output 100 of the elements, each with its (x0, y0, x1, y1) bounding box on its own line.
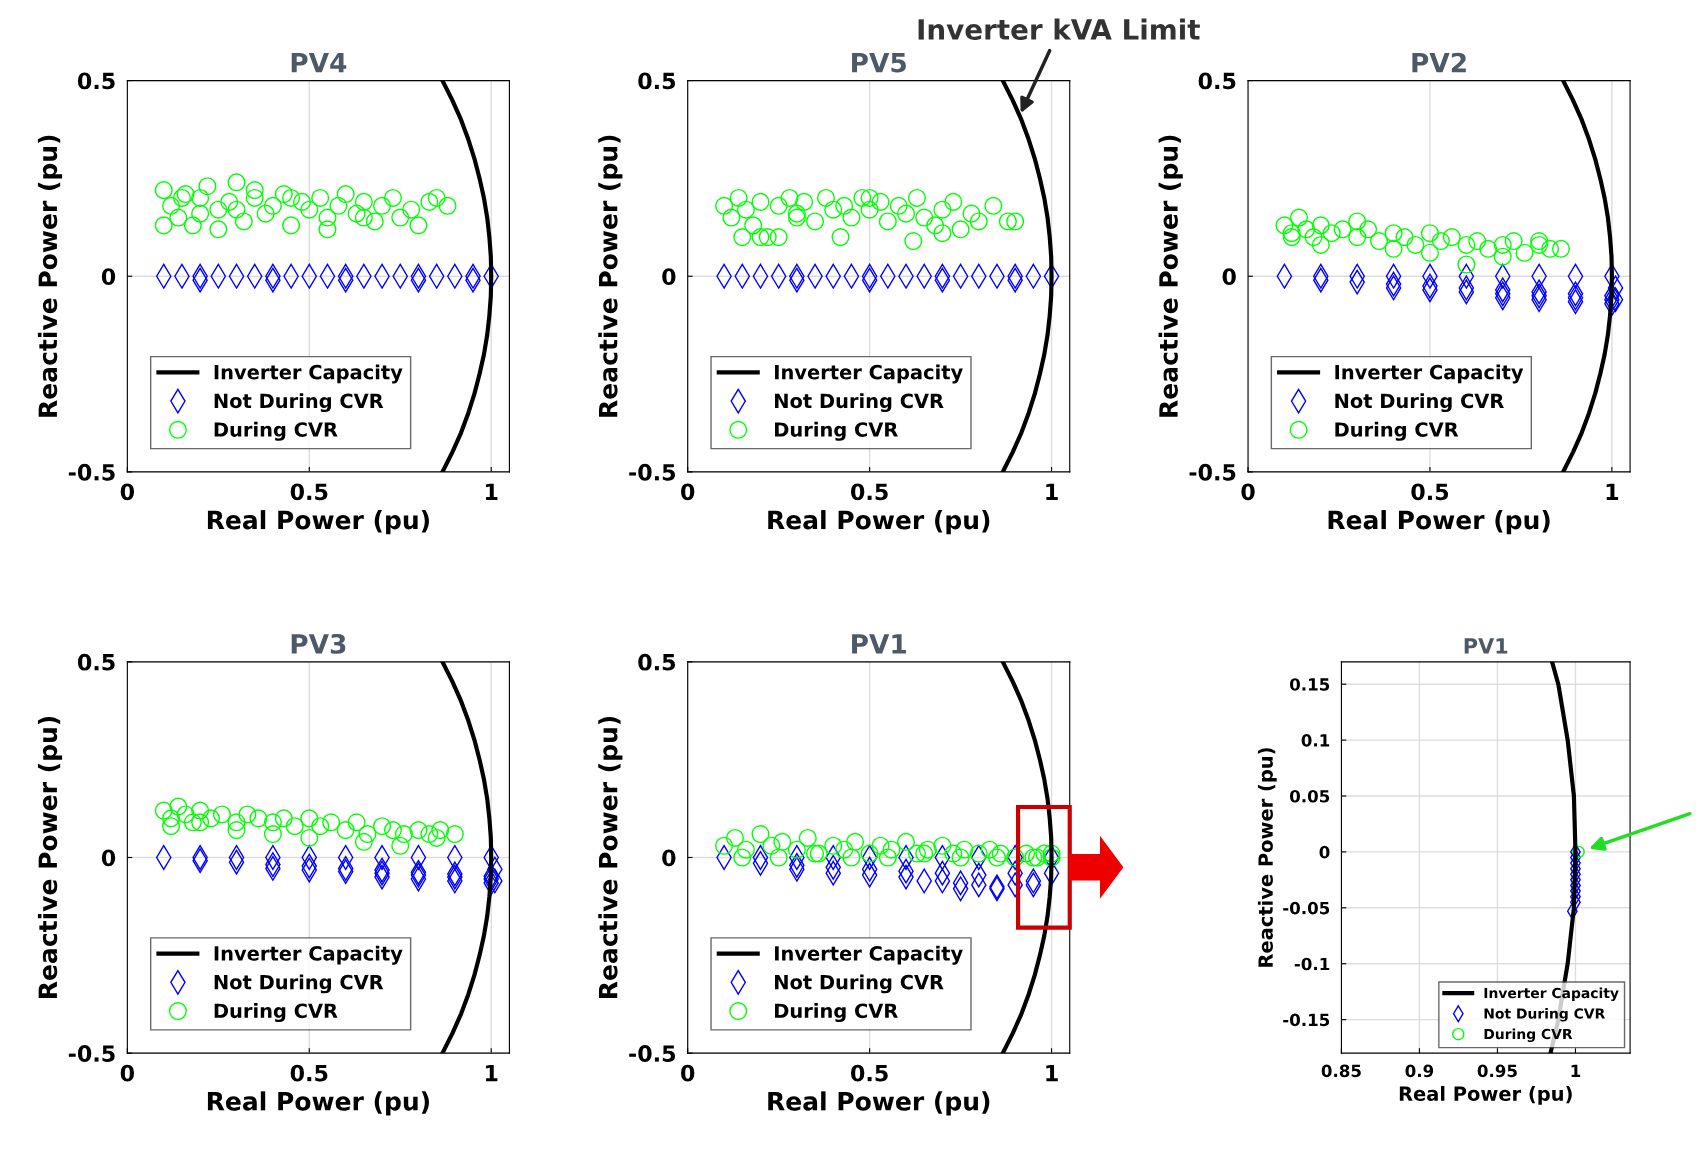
point (904, 231, 923, 251)
point (984, 196, 1003, 215)
point (1540, 239, 1560, 258)
point (853, 188, 872, 208)
point (944, 844, 963, 863)
point (172, 188, 191, 208)
x-tick-label: 0.5 (290, 1064, 328, 1082)
point (918, 840, 937, 859)
point (161, 809, 181, 828)
point (1530, 235, 1549, 254)
point (991, 844, 1010, 863)
point (274, 809, 293, 828)
point (1442, 228, 1461, 247)
point (871, 836, 890, 855)
point (209, 220, 228, 239)
point (787, 208, 806, 227)
point (176, 185, 195, 204)
point (787, 840, 806, 859)
point (420, 824, 439, 844)
point (816, 188, 835, 208)
point (263, 196, 282, 215)
y-tick-label: -0.1 (1294, 957, 1330, 971)
point (191, 801, 210, 820)
point (1322, 224, 1341, 243)
point (300, 809, 319, 828)
x-tick-label: 0.5 (851, 1064, 888, 1082)
point (907, 844, 926, 863)
legend-label: Inverter Capacity (775, 364, 963, 384)
point (285, 817, 304, 836)
legend-label: Inverter Capacity (214, 364, 403, 384)
point (227, 813, 246, 832)
point (1027, 848, 1047, 867)
x-tick-label: 0.5 (851, 483, 888, 501)
point (1311, 235, 1330, 254)
x-tick-label: 1 (1046, 1064, 1058, 1082)
x-axis-title: Real Power (pu) (768, 1091, 990, 1116)
x-tick-label: 0 (120, 483, 135, 501)
point (354, 192, 373, 211)
point (220, 192, 239, 211)
point (951, 848, 970, 867)
point (907, 188, 926, 208)
point (715, 196, 734, 215)
point (263, 813, 282, 832)
point (347, 204, 366, 223)
point (795, 192, 814, 211)
point (191, 188, 210, 208)
point (169, 797, 188, 816)
point (329, 196, 348, 215)
point (176, 805, 195, 824)
point (249, 809, 268, 828)
point (842, 848, 861, 867)
point (951, 220, 970, 239)
legend-label: Not During CVR (214, 974, 384, 994)
chart-title: PV4 (291, 53, 347, 73)
point (1431, 231, 1450, 251)
point (154, 181, 173, 200)
x-tick-label: 0.9 (1405, 1064, 1434, 1078)
point (1504, 231, 1523, 251)
y-tick-label: 0 (101, 268, 116, 285)
point (1395, 228, 1414, 247)
point (933, 224, 952, 243)
point (191, 204, 210, 223)
y-tick-label: 0 (662, 849, 676, 867)
point (733, 228, 752, 247)
point (1311, 216, 1330, 235)
x-axis-title: Real Power (pu) (207, 510, 429, 535)
point (769, 196, 788, 215)
point (1493, 247, 1512, 266)
point (1384, 224, 1403, 243)
point (1359, 220, 1378, 239)
point (191, 813, 210, 832)
point (318, 208, 337, 227)
y-tick-label: 0.5 (77, 72, 115, 90)
point (980, 840, 999, 859)
point (234, 212, 253, 231)
legend-label: Inverter Capacity (1335, 364, 1524, 384)
legend-label: During CVR (1335, 421, 1459, 441)
point (751, 824, 770, 844)
point (780, 188, 799, 208)
y-tick-label: -0.5 (68, 1045, 115, 1062)
x-axis-title: Real Power (pu) (1328, 510, 1550, 535)
point (292, 192, 312, 211)
point (715, 836, 734, 855)
y-tick-label: 0.1 (1301, 734, 1330, 747)
y-tick-label: 0.5 (77, 653, 115, 671)
y-axis-title: Reactive Power (pu) (1257, 748, 1277, 967)
point (282, 216, 301, 235)
point (1530, 231, 1549, 251)
x-axis-title: Real Power (pu) (1399, 1085, 1572, 1105)
x-tick-label: 0.5 (1411, 483, 1449, 501)
y-axis-title: Reactive Power (pu) (598, 135, 623, 417)
point (347, 813, 366, 832)
y-tick-label: 0 (101, 849, 116, 867)
point (915, 208, 934, 227)
point (169, 208, 188, 227)
point (322, 813, 341, 832)
point (835, 840, 854, 859)
point (926, 216, 945, 235)
legend-label: Inverter Capacity (1484, 987, 1619, 1002)
point (256, 204, 275, 223)
